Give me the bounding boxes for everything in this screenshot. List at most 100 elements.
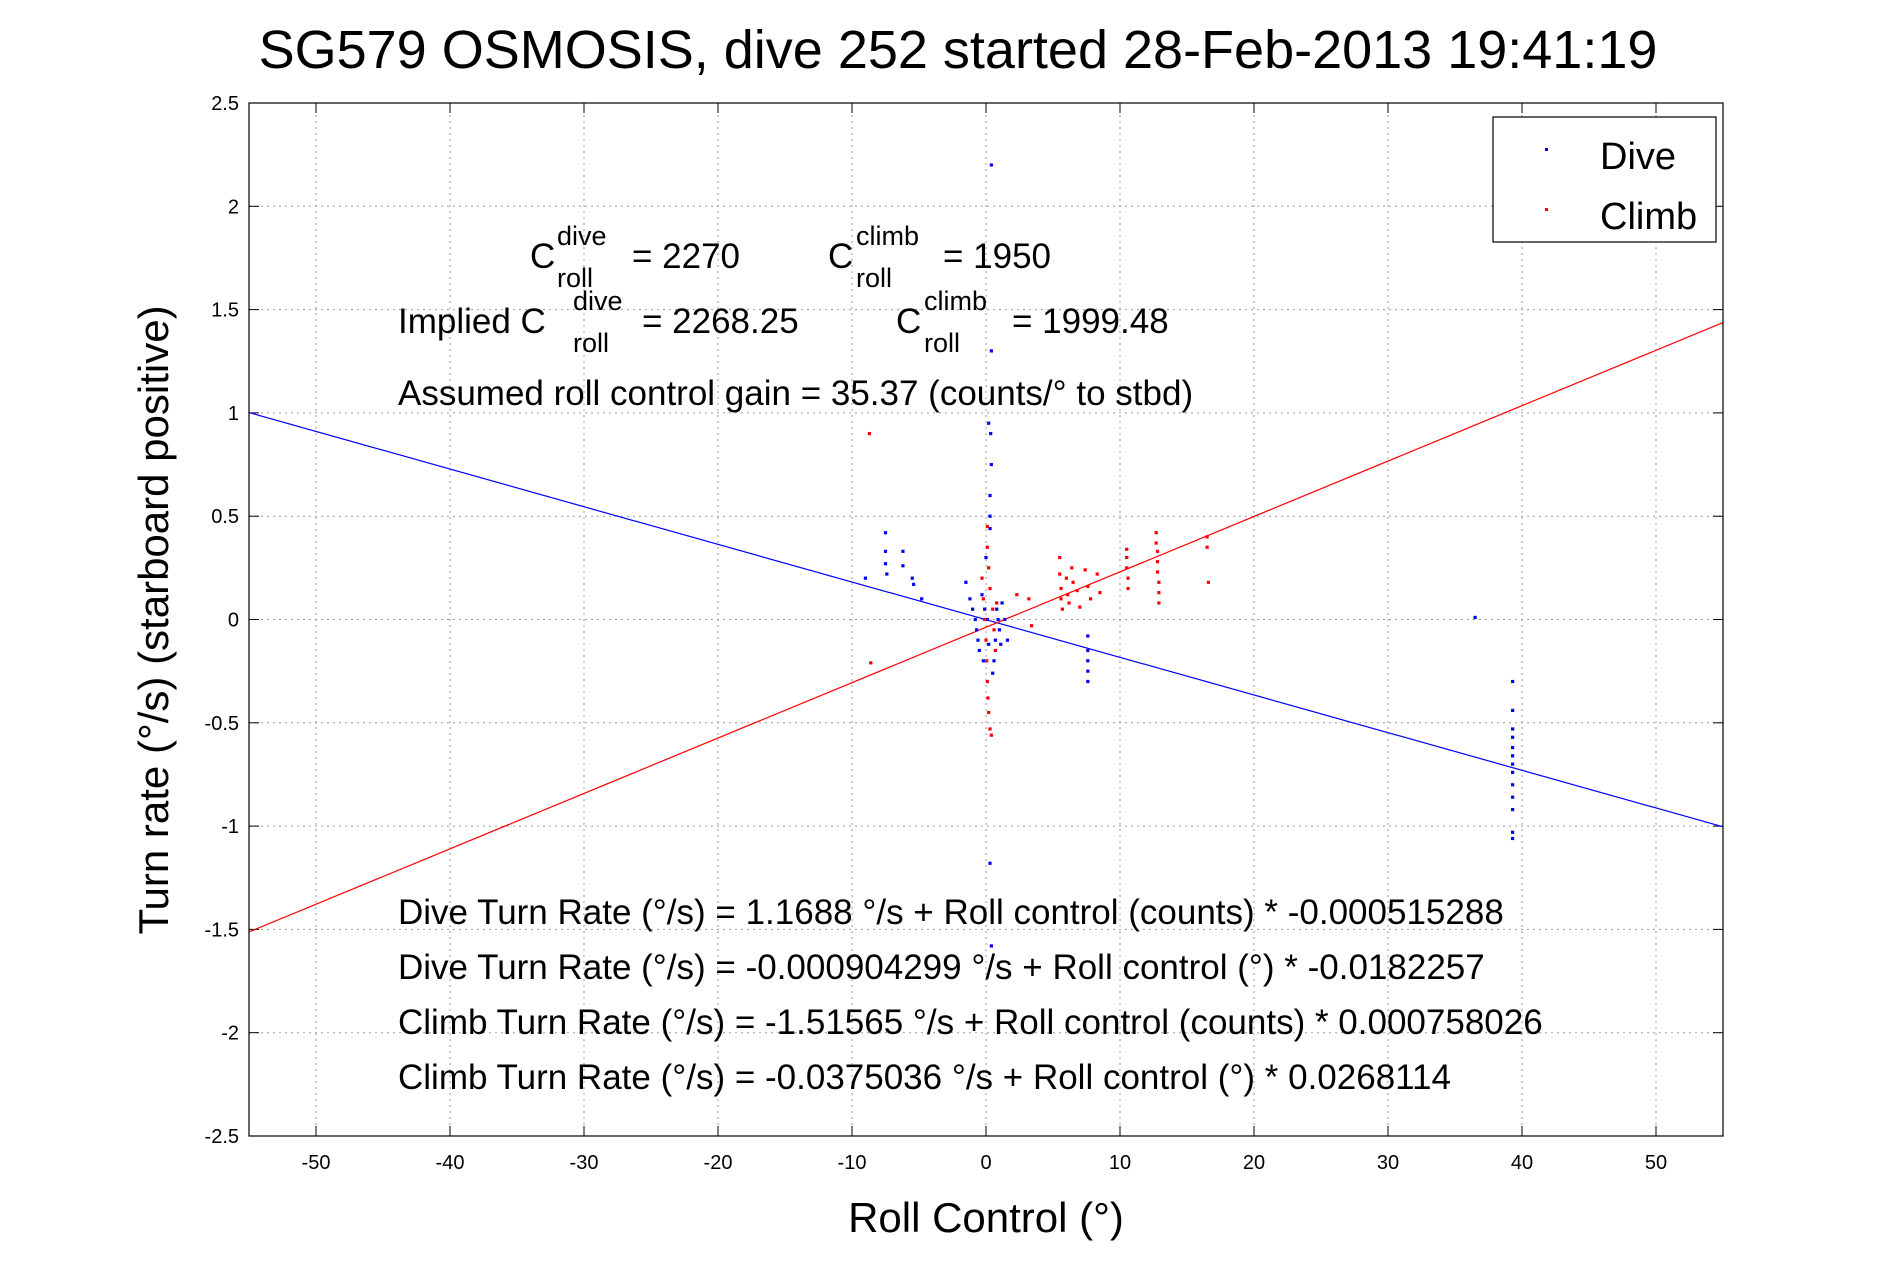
svg-text:roll: roll xyxy=(924,328,960,358)
data-point-climb xyxy=(1067,601,1071,605)
data-point-climb xyxy=(980,576,984,580)
data-point-dive xyxy=(1511,795,1515,799)
fit-line-climb xyxy=(248,322,1724,933)
data-point-climb xyxy=(1205,545,1209,549)
data-point-climb xyxy=(1206,580,1211,584)
data-point-climb xyxy=(981,597,985,601)
data-point-dive xyxy=(912,582,916,586)
y-tick-label: -2 xyxy=(221,1023,239,1045)
data-point-climb xyxy=(989,733,993,737)
data-point-dive xyxy=(983,607,987,611)
data-point-dive xyxy=(885,572,889,576)
data-point-dive xyxy=(1086,679,1090,684)
data-point-climb xyxy=(1205,535,1209,539)
data-point-climb xyxy=(988,727,992,731)
data-point-dive xyxy=(1511,836,1515,841)
y-tick-label: 2 xyxy=(228,196,239,218)
data-point-dive xyxy=(989,462,993,467)
svg-text:= 2270: = 2270 xyxy=(632,237,740,276)
data-point-climb xyxy=(985,545,989,549)
data-point-dive xyxy=(995,607,999,611)
data-point-climb xyxy=(1083,568,1087,572)
data-points xyxy=(863,163,1515,948)
data-point-dive xyxy=(910,576,914,580)
data-point-dive xyxy=(968,597,972,601)
svg-text:climb: climb xyxy=(856,221,919,251)
data-point-climb xyxy=(1154,531,1158,535)
data-point-dive xyxy=(920,597,924,601)
data-point-dive xyxy=(996,617,1000,622)
x-tick-label: 20 xyxy=(1243,1152,1265,1174)
svg-text:Implied C: Implied C xyxy=(398,302,546,341)
data-point-climb xyxy=(1126,576,1130,580)
data-point-dive xyxy=(988,526,992,531)
fit-equation-2: Dive Turn Rate (°/s) = -0.000904299 °/s … xyxy=(398,948,1485,987)
data-point-dive xyxy=(883,549,888,553)
data-point-dive xyxy=(1511,727,1515,731)
data-point-dive xyxy=(992,659,996,663)
chart-title: SG579 OSMOSIS, dive 252 started 28-Feb-2… xyxy=(259,20,1658,80)
data-point-dive xyxy=(989,349,993,353)
data-point-climb xyxy=(985,659,989,663)
data-point-dive xyxy=(989,431,993,436)
data-point-climb xyxy=(983,617,987,622)
c-roll-climb-annotation: C climb roll = 1950 xyxy=(828,221,1051,293)
data-point-dive xyxy=(901,564,905,568)
legend-marker-climb xyxy=(1545,208,1548,211)
svg-text:dive: dive xyxy=(557,221,607,251)
y-tick-label: 1 xyxy=(228,403,239,425)
data-point-climb xyxy=(1095,572,1099,576)
data-point-dive xyxy=(1003,617,1007,622)
data-point-dive xyxy=(987,642,991,646)
legend: Dive Climb xyxy=(1492,116,1717,243)
data-point-dive xyxy=(973,617,977,622)
data-point-dive xyxy=(1511,745,1515,750)
data-point-dive xyxy=(987,421,991,425)
data-point-climb xyxy=(1066,593,1070,597)
x-axis-label: Roll Control (°) xyxy=(848,1194,1124,1241)
data-point-dive xyxy=(883,562,888,566)
legend-marker-dive xyxy=(1545,148,1548,151)
y-tick-label: -2.5 xyxy=(205,1126,239,1148)
fit-equation-4: Climb Turn Rate (°/s) = -0.0375036 °/s +… xyxy=(398,1058,1451,1097)
data-point-dive xyxy=(1086,669,1090,673)
data-point-climb xyxy=(1155,560,1160,564)
data-point-dive xyxy=(1086,634,1090,638)
data-point-dive xyxy=(1511,762,1515,766)
data-point-climb xyxy=(1125,566,1129,570)
x-tick-label: -20 xyxy=(704,1152,733,1174)
svg-text:roll: roll xyxy=(573,328,609,358)
data-point-dive xyxy=(863,576,867,580)
data-point-climb xyxy=(1154,541,1158,545)
svg-text:C: C xyxy=(896,302,921,341)
data-point-dive xyxy=(1511,754,1515,758)
fit-equation-3: Climb Turn Rate (°/s) = -1.51565 °/s + R… xyxy=(398,1003,1543,1042)
data-point-dive xyxy=(989,944,993,948)
data-point-dive xyxy=(883,531,888,535)
data-point-dive xyxy=(988,861,992,865)
x-tick-label: 40 xyxy=(1511,1152,1533,1174)
data-point-climb xyxy=(1029,624,1034,628)
data-point-dive xyxy=(988,493,992,498)
data-point-climb xyxy=(988,586,992,591)
svg-text:roll: roll xyxy=(557,263,593,293)
data-point-climb xyxy=(984,638,988,642)
y-tick-label: 0.5 xyxy=(211,506,239,528)
data-point-climb xyxy=(1126,586,1130,591)
legend-label-dive: Dive xyxy=(1600,136,1676,178)
data-point-dive xyxy=(1005,638,1010,642)
data-point-dive xyxy=(971,607,975,611)
legend-label-climb: Climb xyxy=(1600,196,1697,238)
data-point-climb xyxy=(1070,566,1074,570)
data-point-dive xyxy=(977,648,981,653)
data-point-climb xyxy=(991,607,995,611)
data-point-dive xyxy=(981,659,985,663)
data-point-climb xyxy=(1157,591,1161,595)
y-axis-label: Turn rate (°/s) (starboard positive) xyxy=(130,305,177,934)
data-point-climb xyxy=(1078,605,1082,609)
y-tick-label: -1.5 xyxy=(205,919,239,941)
data-point-climb xyxy=(987,566,991,570)
data-point-dive xyxy=(1511,807,1515,812)
data-point-climb xyxy=(1157,601,1161,605)
